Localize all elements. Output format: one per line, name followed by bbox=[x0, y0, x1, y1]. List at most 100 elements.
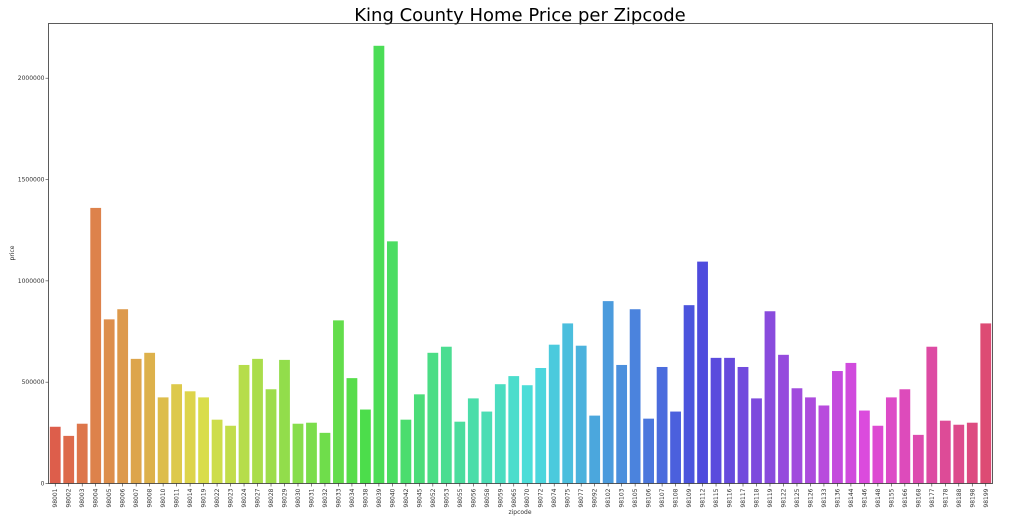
bar-98092 bbox=[589, 415, 601, 484]
x-tick-label: 98077 bbox=[578, 488, 585, 507]
x-tick-label: 98115 bbox=[713, 488, 720, 507]
bar-98198 bbox=[966, 422, 978, 484]
bar-98199 bbox=[980, 323, 992, 484]
x-tick-label: 98055 bbox=[457, 488, 464, 507]
bar-98133 bbox=[818, 405, 830, 484]
x-tick-label: 98105 bbox=[632, 488, 639, 507]
bar-98119 bbox=[764, 311, 776, 484]
x-tick-label: 98019 bbox=[201, 488, 208, 507]
x-tick-label: 98074 bbox=[551, 488, 558, 507]
x-tick-label: 98027 bbox=[255, 488, 262, 507]
x-tick-label: 98006 bbox=[120, 488, 127, 507]
x-tick-label: 98070 bbox=[524, 488, 531, 507]
x-tick-label: 98039 bbox=[376, 488, 383, 507]
x-tick-label: 98112 bbox=[700, 488, 707, 507]
x-tick-label: 98146 bbox=[861, 488, 868, 507]
y-axis-label: price bbox=[9, 245, 16, 260]
bar-98155 bbox=[885, 397, 897, 484]
bar-98019 bbox=[198, 397, 209, 484]
bar-98010 bbox=[157, 397, 169, 484]
bar-98102 bbox=[602, 301, 614, 484]
bar-98146 bbox=[858, 410, 870, 484]
x-tick-label: 98155 bbox=[888, 488, 895, 507]
bar-98056 bbox=[467, 398, 479, 484]
x-tick-label: 98125 bbox=[794, 488, 801, 507]
bar-98103 bbox=[616, 364, 628, 484]
bar-98003 bbox=[76, 423, 88, 484]
x-tick-label: 98075 bbox=[565, 488, 572, 507]
x-tick-label: 98148 bbox=[875, 488, 882, 507]
x-tick-label: 98136 bbox=[834, 488, 841, 507]
y-tick-label: 1500000 bbox=[18, 177, 45, 184]
bar-98011 bbox=[171, 384, 183, 484]
chart-title: King County Home Price per Zipcode bbox=[354, 5, 686, 26]
x-tick-label: 98033 bbox=[335, 488, 342, 507]
bar-98077 bbox=[575, 345, 587, 484]
bar-98112 bbox=[697, 261, 708, 484]
x-tick-label: 98199 bbox=[983, 488, 990, 507]
y-tick-label: 500000 bbox=[22, 379, 45, 386]
x-tick-label: 98122 bbox=[780, 488, 787, 507]
bar-98144 bbox=[845, 362, 857, 484]
x-tick-label: 98003 bbox=[79, 488, 86, 507]
bar-98118 bbox=[751, 398, 762, 484]
x-tick-label: 98178 bbox=[942, 488, 949, 507]
x-tick-label: 98168 bbox=[915, 488, 922, 507]
x-tick-label: 98053 bbox=[443, 488, 450, 507]
x-tick-label: 98007 bbox=[133, 488, 140, 507]
x-tick-label: 98052 bbox=[430, 488, 437, 507]
bars-group bbox=[49, 45, 992, 484]
bar-98052 bbox=[427, 352, 439, 484]
x-tick-label: 98065 bbox=[511, 488, 518, 507]
bar-98008 bbox=[144, 352, 156, 484]
bar-98074 bbox=[548, 344, 560, 484]
x-tick-label: 98024 bbox=[241, 488, 248, 507]
x-tick-label: 98023 bbox=[228, 488, 235, 507]
bar-98105 bbox=[629, 309, 641, 484]
x-tick-label: 98038 bbox=[362, 488, 369, 507]
x-tick-label: 98034 bbox=[349, 488, 356, 507]
x-tick-label: 98058 bbox=[484, 488, 491, 507]
bar-98108 bbox=[670, 411, 681, 484]
x-tick-label: 98002 bbox=[66, 488, 73, 507]
bar-98045 bbox=[413, 394, 425, 484]
bar-98058 bbox=[481, 411, 493, 484]
x-tick-label: 98109 bbox=[686, 488, 693, 507]
x-tick-label: 98072 bbox=[538, 488, 545, 507]
bar-98030 bbox=[292, 423, 304, 484]
bar-98107 bbox=[656, 366, 668, 484]
x-tick-label: 98133 bbox=[821, 488, 828, 507]
x-tick-label: 98032 bbox=[322, 488, 329, 507]
x-tick-label: 98011 bbox=[174, 488, 181, 507]
bar-98126 bbox=[805, 397, 816, 484]
bar-98075 bbox=[562, 323, 574, 484]
x-tick-label: 98117 bbox=[740, 488, 747, 507]
bar-98042 bbox=[400, 419, 412, 484]
bar-98034 bbox=[346, 378, 358, 484]
bar-98136 bbox=[832, 371, 843, 484]
x-tick-label: 98102 bbox=[605, 488, 612, 507]
x-tick-label: 98001 bbox=[52, 488, 59, 507]
bar-98007 bbox=[130, 358, 142, 484]
bar-98029 bbox=[279, 359, 290, 484]
x-tick-label: 98177 bbox=[929, 488, 936, 507]
bar-98117 bbox=[737, 366, 749, 484]
bar-98001 bbox=[49, 426, 61, 484]
x-tick-label: 98045 bbox=[416, 488, 423, 507]
y-axis-ticks: 0 500000 1000000 1500000 2000000 bbox=[18, 75, 49, 488]
x-axis-label: zipcode bbox=[508, 509, 531, 516]
bar-98122 bbox=[778, 354, 789, 484]
bar-98002 bbox=[63, 435, 75, 484]
bar-98005 bbox=[103, 319, 115, 484]
bar-98040 bbox=[386, 241, 398, 484]
x-axis-ticks: 98001 98002 98003 98004 98005 98006 98007 98008… bbox=[52, 483, 990, 508]
bar-98004 bbox=[90, 207, 102, 484]
bar-98055 bbox=[454, 421, 466, 484]
bar-98168 bbox=[912, 434, 924, 484]
bar-98032 bbox=[319, 432, 331, 484]
bar-98177 bbox=[926, 346, 938, 484]
x-tick-label: 98028 bbox=[268, 488, 275, 507]
bar-98038 bbox=[360, 409, 371, 484]
x-tick-label: 98029 bbox=[282, 488, 289, 507]
